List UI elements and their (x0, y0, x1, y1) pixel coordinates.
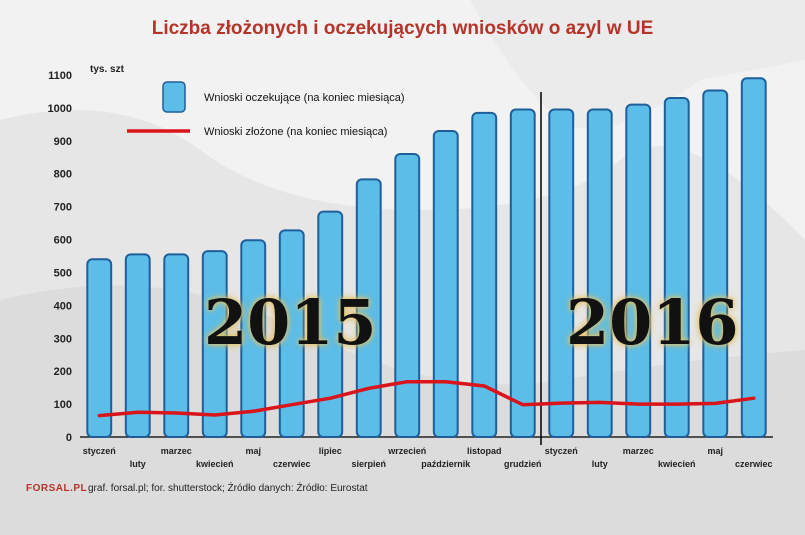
bar (124, 253, 151, 438)
x-axis-labels: styczeń luty marzec kwiecień maj czerwiec lipi… (83, 446, 773, 469)
line-point (676, 403, 678, 405)
y-tick-label: 1000 (48, 103, 72, 115)
x-tick-label: czerwiec (735, 459, 773, 469)
line-series (97, 379, 756, 418)
x-tick-label: kwiecień (196, 459, 234, 469)
y-axis: 0 100 200 300 400 500 600 700 800 900 1000 1100 tys.… (48, 64, 773, 444)
x-tick-label: luty (592, 459, 608, 469)
y-tick-label: 900 (54, 136, 72, 148)
line-point (252, 410, 254, 412)
line-point (214, 414, 216, 416)
y-tick-label: 400 (54, 300, 72, 312)
bar (471, 111, 498, 438)
line-point (175, 412, 177, 414)
bar (240, 239, 267, 438)
bar (86, 258, 113, 439)
y-tick-label: 200 (54, 366, 72, 378)
x-tick-label: marzec (161, 446, 192, 456)
bar (509, 108, 536, 439)
x-tick-label: styczeń (83, 446, 116, 456)
bar (663, 97, 690, 438)
bar (317, 210, 344, 438)
y-tick-label: 300 (54, 333, 72, 345)
bar (548, 108, 575, 439)
x-tick-label: październik (421, 459, 471, 469)
line-point (137, 411, 139, 413)
x-tick-label: sierpień (351, 459, 386, 469)
bar (702, 89, 729, 438)
year-label-2016: 2016 (566, 286, 739, 359)
chart-title: Liczba złożonych i oczekujących wniosków… (151, 18, 654, 39)
line-point (291, 404, 293, 406)
bar (740, 77, 767, 438)
y-tick-label: 0 (66, 432, 72, 444)
bar (278, 229, 305, 438)
line-point (445, 381, 447, 383)
x-tick-label: maj (245, 446, 261, 456)
bar (432, 129, 459, 438)
legend-bar-label: Wnioski oczekujące (na koniec miesiąca) (204, 92, 405, 104)
bar (586, 108, 613, 439)
line-point (714, 402, 716, 404)
bars-series (86, 77, 767, 445)
y-tick-label: 500 (54, 267, 72, 279)
y-tick-label: 1100 (48, 70, 72, 82)
bar (163, 253, 190, 438)
x-tick-label: grudzień (504, 459, 542, 469)
bar (625, 103, 652, 438)
x-tick-label: czerwiec (273, 459, 311, 469)
y-tick-label: 700 (54, 202, 72, 214)
x-tick-label: maj (707, 446, 723, 456)
line-path (97, 379, 756, 418)
x-tick-label: luty (130, 459, 146, 469)
x-tick-label: styczeń (545, 446, 578, 456)
bar (394, 152, 421, 438)
y-tick-label: 100 (54, 399, 72, 411)
y-axis-unit-label: tys. szt (90, 64, 125, 75)
x-tick-label: marzec (623, 446, 654, 456)
line-point (560, 402, 562, 404)
line-point (522, 404, 524, 406)
source-footnote: graf. forsal.pl; for. shutterstock; Źród… (88, 483, 368, 494)
line-point (483, 385, 485, 387)
x-tick-label: lipiec (319, 446, 342, 456)
forsal-logo: FORSAL.PL (26, 483, 88, 494)
line-point (599, 401, 601, 403)
line-point (637, 403, 639, 405)
legend-bar-swatch (162, 81, 186, 113)
legend: Wnioski oczekujące (na koniec miesiąca) W… (127, 81, 405, 138)
x-tick-label: listopad (467, 446, 502, 456)
line-point (98, 415, 100, 417)
y-tick-label: 800 (54, 169, 72, 181)
x-tick-label: wrzecień (387, 446, 426, 456)
line-point (406, 381, 408, 383)
legend-line-label: Wnioski złożone (na koniec miesiąca) (204, 126, 387, 138)
line-point (329, 397, 331, 399)
line-point (753, 397, 755, 399)
bar (355, 178, 382, 439)
year-label-2015: 2015 (204, 286, 377, 359)
bar (201, 250, 228, 438)
line-point (368, 387, 370, 389)
x-tick-label: kwiecień (658, 459, 696, 469)
y-tick-label: 600 (54, 235, 72, 247)
